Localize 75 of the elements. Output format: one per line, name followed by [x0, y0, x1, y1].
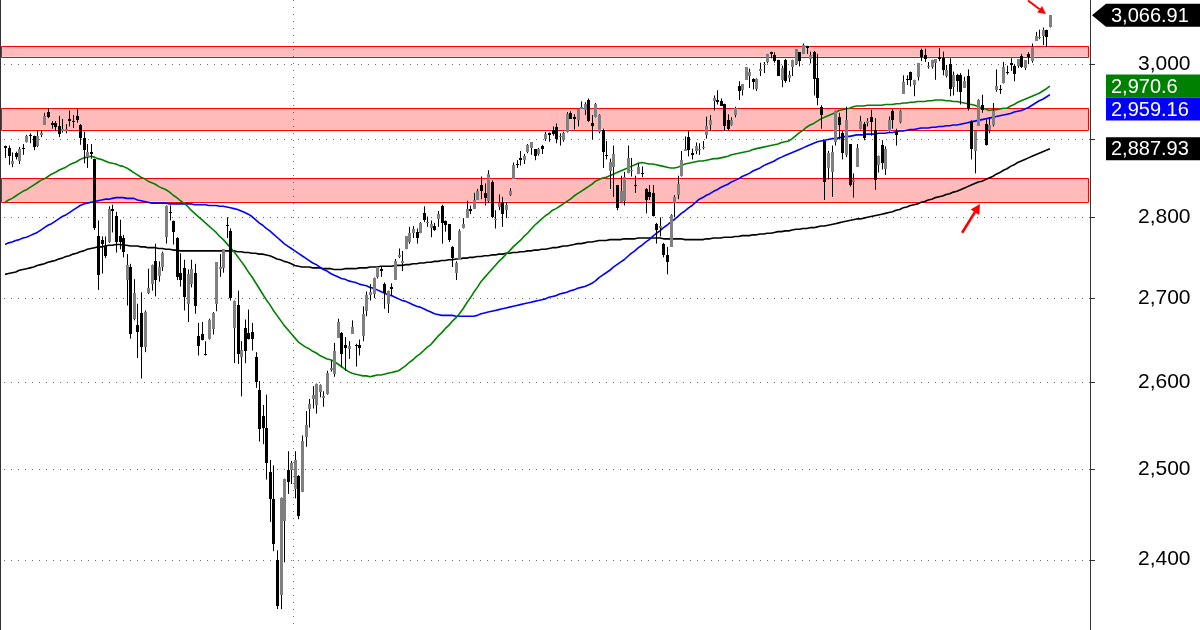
candlestick: [816, 53, 819, 106]
candlestick: [501, 196, 504, 228]
candlestick: [390, 282, 393, 297]
candlestick: [616, 184, 619, 211]
candlestick: [981, 94, 984, 114]
candlestick: [147, 268, 150, 295]
candlestick: [641, 165, 644, 178]
candlestick: [22, 143, 25, 156]
candlestick: [197, 322, 200, 357]
candlestick: [72, 114, 75, 129]
y-tick-label: 2,400: [1138, 546, 1191, 570]
candlestick: [891, 108, 894, 130]
candlestick: [870, 109, 873, 137]
candlestick: [666, 246, 669, 275]
candlestick: [315, 383, 318, 415]
candlestick: [355, 343, 358, 368]
candlestick: [763, 61, 766, 74]
candlestick: [630, 157, 633, 177]
candlestick: [652, 184, 655, 218]
y-tick-label: 2,600: [1138, 368, 1191, 392]
candlestick: [723, 103, 726, 132]
candlestick: [612, 145, 615, 198]
candlestick: [591, 114, 594, 140]
candlestick: [383, 282, 386, 310]
candlestick: [1002, 61, 1005, 84]
candlestick: [831, 145, 834, 198]
candlestick: [340, 331, 343, 368]
candlestick: [659, 216, 662, 237]
text: 2,970.6: [1111, 74, 1178, 97]
candlestick: [902, 74, 905, 95]
candlestick: [484, 183, 487, 206]
candlestick: [856, 143, 859, 167]
candlestick: [326, 370, 329, 396]
candlestick: [602, 128, 605, 169]
candlestick: [995, 68, 998, 93]
candlestick: [136, 303, 139, 359]
candlestick: [251, 322, 254, 351]
candlestick: [1031, 43, 1034, 64]
y-tick-label: 2,500: [1138, 455, 1191, 479]
candlestick: [680, 150, 683, 177]
candlestick: [863, 121, 866, 141]
candlestick: [451, 245, 454, 268]
candlestick: [623, 171, 626, 206]
candlestick: [655, 222, 658, 245]
candlestick: [992, 102, 995, 127]
candlestick: [287, 450, 290, 495]
candlestick: [204, 340, 207, 357]
candlestick: [573, 113, 576, 131]
candlestick: [634, 175, 637, 194]
y-tick-label: 3,000: [1138, 50, 1191, 74]
candlestick: [29, 132, 32, 144]
candlestick: [79, 123, 82, 146]
candlestick: [212, 311, 215, 336]
text: 2,887.93: [1111, 137, 1189, 160]
candlestick: [401, 250, 404, 272]
candlestick: [906, 74, 909, 86]
text: 3,066.91: [1111, 3, 1189, 26]
candlestick: [677, 175, 680, 200]
candlestick: [820, 104, 823, 130]
candlestick: [645, 187, 648, 214]
candlestick: [312, 385, 315, 409]
candlestick: [985, 119, 988, 147]
candlestick: [480, 175, 483, 200]
y-tick-label: 2,800: [1138, 204, 1191, 228]
candlestick: [942, 51, 945, 76]
text: 2,959.16: [1111, 97, 1189, 120]
y-tick-label: 2,700: [1138, 284, 1191, 308]
candlestick: [169, 204, 172, 222]
candlestick: [83, 131, 86, 164]
candlestick: [426, 216, 429, 228]
candlestick: [627, 145, 630, 174]
candlestick: [784, 58, 787, 84]
candlestick: [344, 336, 347, 372]
candlestick: [705, 116, 708, 140]
candlestick: [111, 204, 114, 233]
